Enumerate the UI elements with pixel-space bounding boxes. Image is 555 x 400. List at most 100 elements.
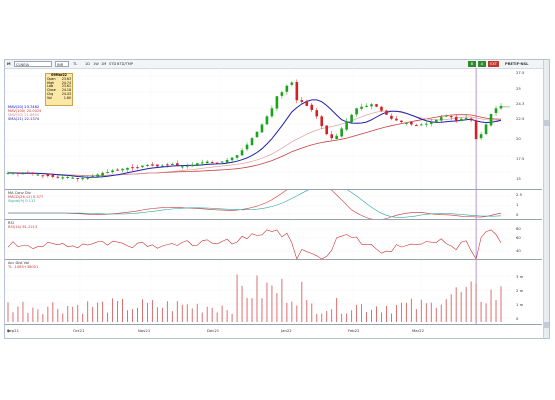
candle-body — [171, 163, 174, 165]
vol-tick-4: 0 — [516, 316, 519, 321]
macd-tick-2: 1 — [516, 202, 519, 207]
candle-body — [111, 170, 114, 173]
candle-body — [469, 118, 473, 121]
toolbar-right-label: PRETIF-NSL — [505, 62, 529, 66]
right-scrollbar[interactable] — [543, 60, 549, 338]
rsi-tick-1: 80 — [516, 226, 521, 231]
candle-body — [220, 161, 224, 163]
period-button-1d[interactable]: 1D — [85, 62, 91, 66]
candle-body — [215, 162, 219, 164]
candle-body — [385, 110, 388, 115]
ticker-input[interactable]: CLNEIA — [14, 61, 52, 67]
x-tick-label: Mar22 — [412, 328, 424, 333]
candle-body — [136, 167, 139, 169]
candle-body — [350, 114, 353, 123]
resize-handle[interactable] — [544, 322, 549, 328]
candle-body — [315, 110, 319, 117]
candle-body — [489, 113, 493, 126]
candle-body — [474, 120, 478, 139]
toolbar-button-a[interactable]: A — [478, 61, 486, 67]
candle-body — [91, 176, 94, 178]
currency-value: INR — [57, 63, 64, 67]
period-button-1w[interactable]: 1W — [93, 62, 99, 66]
macd-line — [8, 190, 502, 219]
candle-body — [51, 174, 55, 177]
candle-body — [295, 82, 299, 101]
candle-body — [410, 122, 413, 125]
candle-body — [81, 178, 84, 180]
legend-volume: TL -1083+38001 — [8, 265, 39, 269]
volume-pane[interactable]: Acc Dist Vol TL -1083+38001 3 m 2 m 1 m … — [5, 260, 542, 325]
legend-sma21: SMA(21) 22.1374 — [8, 117, 40, 121]
candle-body — [464, 118, 468, 120]
price-tick-1: 27.5 — [516, 70, 525, 75]
candle-body — [340, 128, 343, 137]
legend-mav100: MAV(100) 20.0025 — [8, 109, 42, 113]
candle-body — [190, 164, 194, 167]
rsi-tick-3: 40 — [516, 248, 521, 253]
vol-tick-1: 3 m — [516, 274, 524, 279]
candle-body — [31, 172, 35, 174]
status-dot: ◆ — [7, 328, 11, 333]
candle-body — [76, 178, 80, 180]
candle-body — [250, 138, 254, 146]
candle-body — [260, 124, 264, 133]
sma-line — [8, 99, 502, 178]
rsi-pane[interactable]: RSI RSI(14) 61.2213 80 60 40 — [5, 220, 542, 260]
candle-body — [355, 108, 358, 115]
candle-body — [425, 123, 428, 125]
candle-body — [380, 106, 383, 111]
candle-body — [200, 162, 204, 164]
info-box-title: 09Mar22 — [51, 73, 67, 77]
toolbar-button-ext[interactable]: EXT — [488, 61, 499, 67]
toolbar-button-b[interactable]: B — [468, 61, 476, 67]
macd-tick-3: 0 — [516, 212, 519, 217]
legend-rsi-title: RSI — [8, 221, 14, 225]
candle-body — [444, 115, 448, 117]
info-row: High 24.74 — [47, 80, 71, 85]
x-tick-label: Feb22 — [348, 328, 360, 333]
price-tick-6: 17.5 — [516, 156, 525, 161]
price-tick-7: 15 — [516, 176, 521, 181]
candle-body — [310, 104, 314, 110]
candle-body — [405, 122, 408, 124]
candle-body — [325, 125, 329, 135]
volume-chart[interactable] — [5, 260, 542, 324]
candle-body — [185, 165, 189, 167]
price-tick-5: 20 — [516, 136, 521, 141]
candle-body — [265, 116, 269, 125]
period-button-1m[interactable]: 1M — [101, 62, 107, 66]
macd-pane[interactable]: MA Conv Div MACD(26,12) 0.377 Signal(9) … — [5, 190, 542, 220]
info-row: Close 24.18 — [47, 88, 71, 93]
macd-legend: MA Conv Div MACD(26,12) 0.377 Signal(9) … — [8, 191, 43, 203]
rsi-line — [7, 229, 502, 259]
legend-signal: Signal(9) 0.117 — [8, 199, 36, 203]
ma-mid-line — [8, 110, 501, 177]
vol-tick-2: 2 m — [516, 288, 524, 293]
price-tick-4: 22.5 — [516, 116, 525, 121]
x-tick-label: Jan22 — [281, 328, 292, 333]
scroll-handle[interactable] — [544, 120, 549, 126]
candle-body — [499, 105, 503, 109]
period-extra-button[interactable]: BTD/TMP — [117, 62, 134, 66]
candle-body — [390, 115, 393, 119]
rsi-chart[interactable] — [5, 220, 542, 259]
candle-body — [305, 101, 309, 106]
candle-body — [36, 174, 40, 176]
candle-body — [156, 164, 159, 167]
price-chart[interactable] — [5, 68, 542, 189]
interval-label[interactable]: TL — [73, 62, 78, 66]
candle-body — [375, 104, 378, 107]
candle-body — [395, 118, 398, 121]
candle-body — [230, 157, 234, 161]
currency-select[interactable]: INR — [55, 61, 69, 67]
macd-chart[interactable] — [5, 190, 542, 219]
period-button-std[interactable]: STD — [109, 62, 117, 66]
candle-body — [161, 165, 164, 167]
candle-body — [429, 122, 433, 124]
rsi-tick-2: 60 — [516, 235, 521, 240]
candle-body — [106, 172, 109, 174]
info-row: Chg 24.43 — [47, 91, 71, 96]
price-pane[interactable]: MAV(20) 23.7462 MAV(100) 20.0025 MAV(50)… — [5, 68, 542, 190]
price-tick-3: 24.3 — [516, 101, 525, 106]
